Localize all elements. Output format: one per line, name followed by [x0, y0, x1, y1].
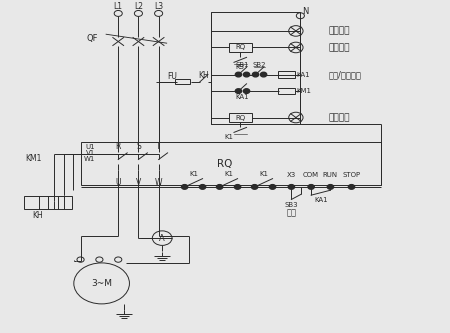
Text: L3: L3 [154, 2, 163, 11]
Circle shape [308, 184, 314, 189]
Text: A: A [159, 234, 165, 243]
Text: KM1: KM1 [297, 88, 312, 94]
Text: KA1: KA1 [236, 94, 249, 100]
Circle shape [199, 184, 206, 189]
Text: K3: K3 [236, 64, 245, 70]
Text: N: N [302, 7, 309, 16]
Text: SB3: SB3 [284, 202, 298, 208]
Text: W1: W1 [84, 156, 95, 162]
Bar [175, 79, 190, 85]
Circle shape [181, 184, 188, 189]
Text: L1: L1 [114, 2, 123, 11]
Circle shape [348, 184, 355, 189]
Text: RQ: RQ [235, 45, 245, 51]
Text: RQ: RQ [217, 159, 233, 169]
Text: S: S [136, 142, 141, 151]
Text: W: W [155, 178, 162, 187]
Circle shape [288, 184, 295, 189]
Bar [279, 71, 296, 78]
Text: V: V [136, 178, 141, 187]
Bar [211, 12, 300, 124]
Text: QF: QF [87, 34, 99, 43]
Text: KH: KH [198, 71, 209, 80]
Circle shape [235, 89, 242, 93]
Text: SB2: SB2 [253, 62, 266, 68]
Circle shape [327, 184, 333, 189]
Text: 电源指示: 电源指示 [328, 26, 350, 35]
Text: U: U [116, 178, 121, 187]
Text: X3: X3 [287, 172, 296, 178]
Circle shape [243, 72, 250, 77]
Text: K1: K1 [189, 171, 198, 177]
Text: 3~M: 3~M [91, 279, 112, 288]
Bar [279, 88, 296, 94]
Circle shape [252, 72, 259, 77]
Text: RQ: RQ [235, 115, 245, 121]
Circle shape [243, 89, 250, 93]
Text: FU: FU [167, 72, 177, 81]
Circle shape [235, 72, 242, 77]
Text: 旁路指示: 旁路指示 [328, 113, 350, 122]
Circle shape [252, 184, 258, 189]
Text: SB1: SB1 [236, 62, 249, 68]
Bar [81, 142, 381, 184]
Circle shape [234, 184, 241, 189]
Circle shape [261, 72, 267, 77]
Text: 故障指示: 故障指示 [328, 43, 350, 52]
Circle shape [270, 184, 276, 189]
Text: K1: K1 [259, 171, 268, 177]
Text: KH: KH [32, 211, 43, 220]
Text: STOP: STOP [342, 172, 360, 178]
Text: K1: K1 [224, 171, 233, 177]
Text: RUN: RUN [323, 172, 338, 178]
Text: L2: L2 [134, 2, 143, 11]
Bar [229, 113, 252, 123]
Text: KA1: KA1 [297, 72, 310, 78]
Text: 运行/停止控制: 运行/停止控制 [328, 70, 361, 79]
Text: U1: U1 [86, 144, 95, 150]
Bar [24, 196, 72, 209]
Text: COM: COM [303, 172, 319, 178]
Text: KM1: KM1 [25, 154, 41, 163]
Text: KA1: KA1 [315, 197, 328, 203]
Bar [229, 43, 252, 52]
Text: V1: V1 [86, 150, 95, 156]
Text: T: T [156, 142, 161, 151]
Text: K1: K1 [224, 134, 233, 140]
Text: R: R [116, 142, 121, 151]
Text: 瞬停: 瞬停 [286, 209, 297, 218]
Circle shape [216, 184, 223, 189]
